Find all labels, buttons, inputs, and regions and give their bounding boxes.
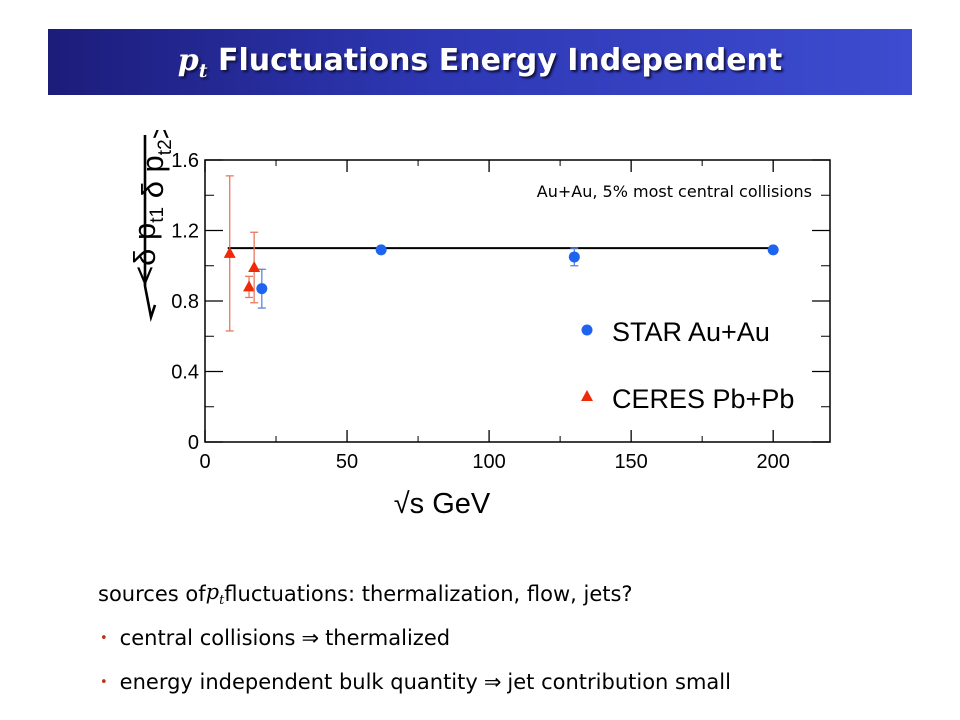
line-text-rest: thermalized: [325, 626, 451, 650]
bullet-energy-independent: • energy independent bulk quantity ⇒ jet …: [98, 660, 928, 704]
x-tick-label: 200: [756, 451, 789, 473]
line-text-rest: jet contribution small: [507, 670, 731, 694]
chart: <δ pt1 δ pt2>/<pt> 0 50 100 150 200 0 0.4 0.8 1.…: [127, 130, 831, 520]
title-sub-t: t: [198, 59, 208, 82]
line-text: energy independent bulk quantity: [119, 670, 478, 694]
y-axis-label-part: t2: [155, 139, 176, 155]
legend-marker: [581, 390, 593, 401]
y-axis-label-part: <δ p: [127, 223, 162, 284]
legend-label: CERES Pb+Pb: [612, 384, 794, 414]
x-tick-label: 50: [336, 451, 358, 473]
y-axis-label: <δ pt1 δ pt2>/<pt>: [127, 130, 178, 323]
y-tick-label: 0.4: [171, 362, 199, 384]
data-point: [223, 246, 236, 258]
legend-label: STAR Au+Au: [612, 317, 770, 347]
data-point: [375, 244, 387, 256]
p-symbol: p: [205, 579, 220, 604]
legend-marker: [581, 324, 593, 336]
title-bar: pt Fluctuations Energy Independent: [48, 29, 912, 95]
slide-body: sources of pt fluctuations: thermalizati…: [98, 572, 928, 704]
x-axis-label: √s GeV: [394, 488, 491, 520]
bullet-central-collisions: • central collisions ⇒ thermalized: [98, 616, 928, 660]
data-point: [767, 244, 779, 256]
title-pt-symbol: pt: [177, 42, 208, 82]
t-subscript: t: [219, 593, 225, 609]
legend: STAR Au+Au CERES Pb+Pb: [581, 317, 794, 414]
slide-title: pt Fluctuations Energy Independent: [178, 43, 782, 82]
line-text: central collisions: [119, 626, 296, 650]
data-point: [568, 251, 580, 263]
implies-arrow-icon: ⇒: [483, 670, 502, 694]
line-text: sources of: [98, 582, 206, 606]
chart-annotation: Au+Au, 5% most central collisions: [537, 182, 812, 201]
y-axis-label-text: <δ pt1 δ pt2>/<pt>: [127, 130, 178, 284]
y-tick-label: 1.6: [171, 150, 199, 172]
y-tick-label: 0.8: [171, 291, 199, 313]
bullet-icon: •: [100, 630, 108, 646]
y-axis-label-part: t1: [147, 207, 168, 223]
title-text-rest: Fluctuations Energy Independent: [207, 42, 783, 78]
pt-symbol: pt: [206, 580, 225, 608]
implies-arrow-icon: ⇒: [301, 626, 320, 650]
line-text-rest: fluctuations: thermalization, flow, jets…: [224, 582, 633, 606]
data-point: [256, 283, 268, 295]
data-point: [248, 261, 261, 273]
bullet-icon: •: [100, 674, 108, 690]
x-tick-label: 100: [472, 451, 505, 473]
y-axis-label-part: >/<p: [143, 130, 178, 139]
body-line-sources: sources of pt fluctuations: thermalizati…: [98, 572, 928, 616]
title-p: p: [177, 42, 199, 78]
y-tick-label: 0: [188, 432, 199, 454]
x-tick-label: 0: [199, 451, 210, 473]
data-point: [243, 280, 256, 292]
x-tick-label: 150: [614, 451, 647, 473]
y-axis-label-part: δ p: [135, 155, 170, 207]
plot-area: 0 50 100 150 200 0 0.4 0.8 1.2 1.6: [171, 150, 831, 473]
y-tick-label: 1.2: [171, 221, 199, 243]
